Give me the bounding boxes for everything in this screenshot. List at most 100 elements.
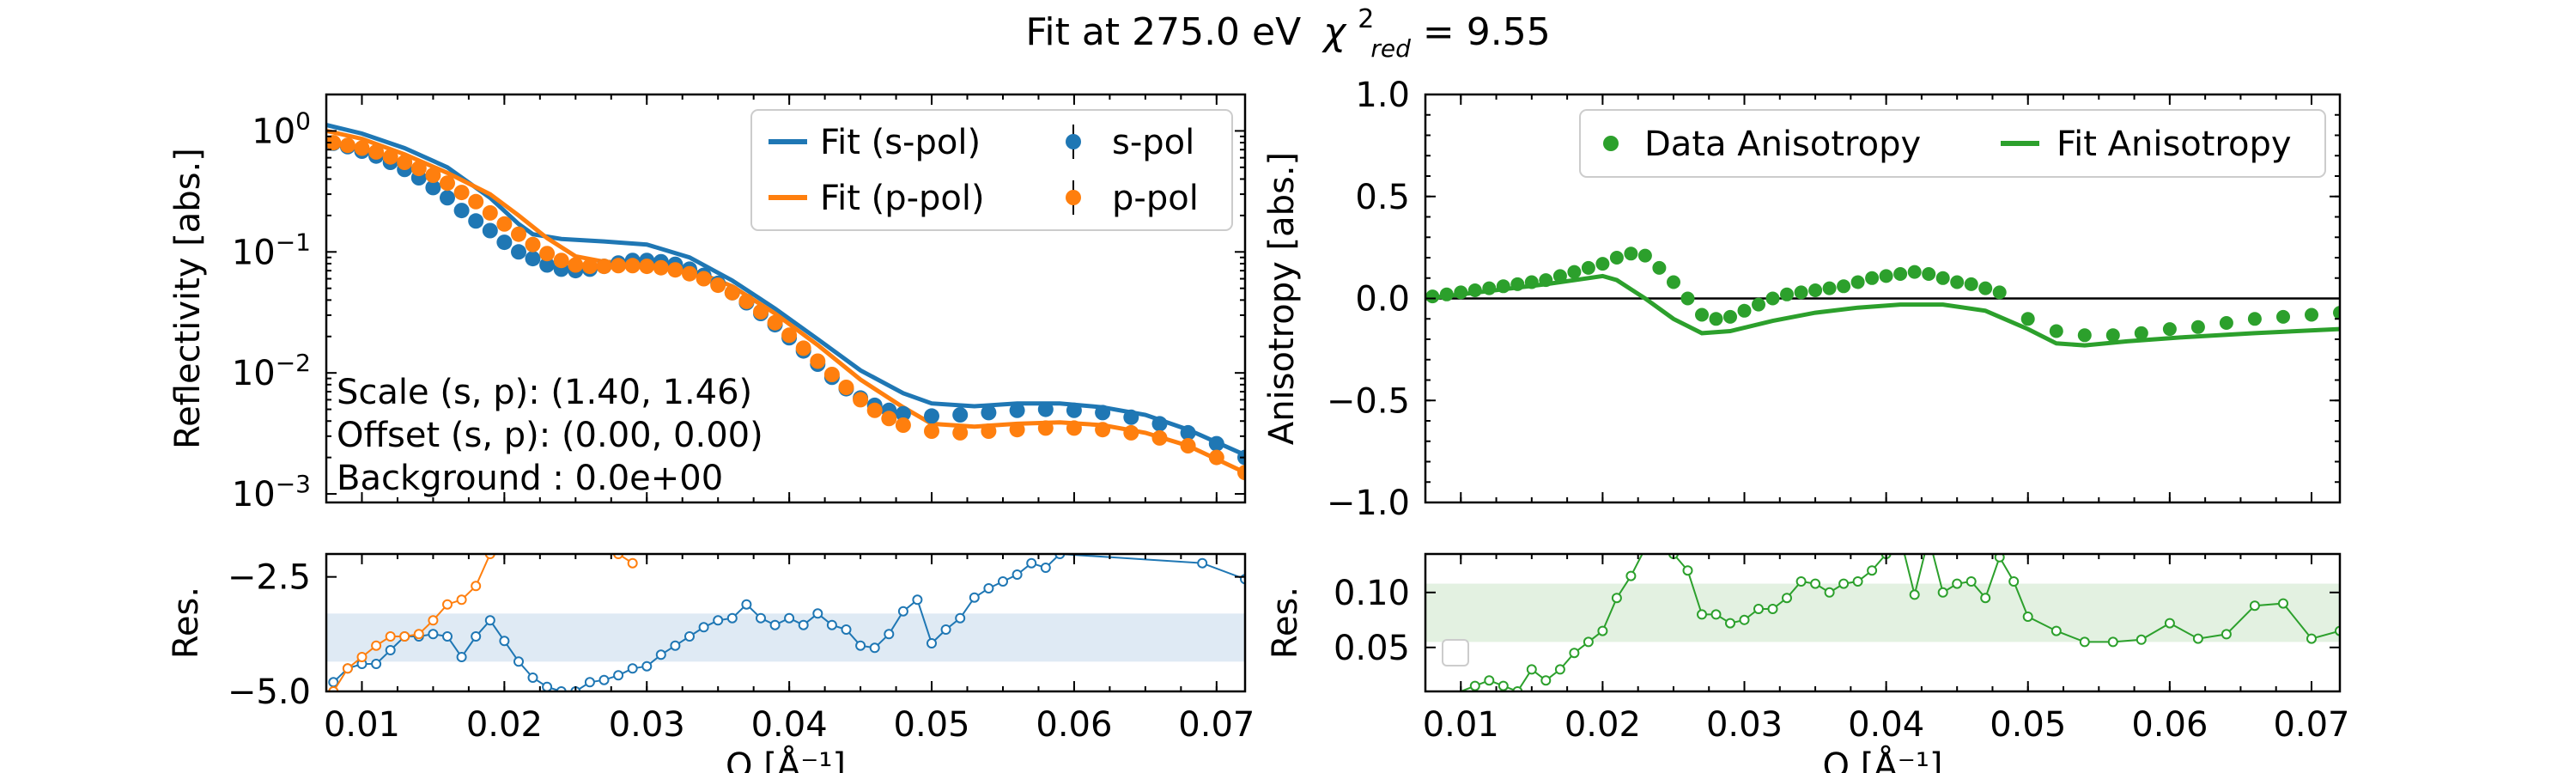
data-point	[1924, 533, 1933, 542]
data-point	[838, 380, 854, 395]
data-point	[1037, 401, 1054, 417]
data-point	[1652, 260, 1667, 275]
data-point	[382, 149, 398, 165]
data-point	[1922, 267, 1936, 281]
data-point	[769, 619, 781, 630]
data-point	[2306, 633, 2317, 644]
y-tick-label: −1.0	[1327, 484, 1410, 523]
data-point	[598, 674, 610, 685]
data-point	[1609, 251, 1624, 265]
data-point	[1469, 680, 1480, 691]
x-tick-label: 0.01	[324, 705, 400, 745]
data-point	[368, 143, 385, 160]
figure-title-text: Fit at 275.0 eV	[1025, 10, 1301, 54]
data-point	[1037, 420, 1054, 436]
data-point	[670, 640, 681, 651]
plot-frame	[325, 552, 1247, 693]
chi-value: = 9.55	[1423, 10, 1551, 54]
data-point	[810, 353, 826, 369]
data-point	[624, 258, 641, 274]
data-point	[613, 670, 624, 681]
data-point	[2049, 324, 2063, 338]
data-point	[1095, 405, 1111, 421]
data-point	[781, 327, 798, 344]
data-point	[581, 259, 598, 275]
data-point	[2136, 634, 2147, 645]
y-axis-label: Reflectivity [abs.]	[168, 148, 208, 449]
data-point	[2192, 633, 2203, 644]
data-point	[527, 673, 538, 683]
residual-left-panel: −2.5 −5.0 0.01 0.02 0.03 0.04 0.05 0.06 0.07 Res.…	[167, 552, 1255, 773]
data-point	[881, 411, 897, 427]
data-point	[471, 631, 482, 642]
data-point	[1893, 267, 1908, 281]
anisotropy-panel: 1.0 0.5 0.0 −0.5 −1.0 Anisotropy [abs.] Data A…	[1262, 76, 2342, 523]
y-tick-label: −0.5	[1327, 381, 1410, 421]
data-point	[425, 180, 441, 196]
chi-subscript: red	[1370, 34, 1411, 63]
data-point	[2247, 312, 2262, 326]
data-point	[1852, 576, 1863, 587]
data-point	[468, 193, 484, 210]
data-point	[484, 615, 495, 626]
data-point	[1208, 435, 1224, 452]
empty-legend-box	[1442, 639, 1469, 666]
data-point	[1710, 609, 1722, 620]
data-point	[1197, 557, 1208, 569]
data-point	[1066, 420, 1082, 436]
data-point	[1667, 275, 1680, 289]
data-point	[812, 608, 823, 619]
annotation-text: Scale (s, p): (1.40, 1.46)	[337, 373, 752, 412]
data-point	[1767, 604, 1778, 614]
data-point	[440, 175, 455, 192]
data-point	[713, 615, 724, 626]
data-point	[1980, 593, 1991, 604]
data-point	[1965, 576, 1977, 587]
data-point	[1540, 675, 1552, 686]
data-point	[1526, 664, 1537, 675]
data-point	[1180, 438, 1196, 453]
data-point	[855, 640, 866, 651]
data-point	[525, 236, 541, 253]
data-point	[468, 213, 484, 229]
data-point	[955, 612, 966, 624]
chi-symbol: χ	[1321, 10, 1347, 54]
data-point	[2219, 316, 2233, 330]
data-point	[784, 612, 795, 624]
data-point	[682, 265, 697, 282]
data-point	[385, 631, 396, 642]
data-point	[1753, 604, 1764, 614]
data-point	[397, 155, 413, 170]
data-point	[513, 656, 524, 667]
data-point	[584, 677, 595, 688]
x-tick-label: 0.05	[1990, 705, 2066, 745]
data-point	[1012, 569, 1023, 580]
data-point	[1780, 287, 1794, 301]
data-point	[710, 277, 726, 294]
data-point	[653, 259, 669, 276]
data-point	[940, 624, 951, 635]
data-point	[1583, 636, 1594, 648]
data-point	[1992, 285, 2007, 300]
data-point	[1838, 578, 1850, 589]
y-tick-label: 0.5	[1355, 178, 1410, 217]
data-point	[655, 649, 666, 660]
data-point	[568, 257, 584, 273]
data-point	[1810, 578, 1821, 589]
data-point	[2162, 322, 2177, 337]
data-point	[627, 663, 638, 674]
data-point	[1978, 281, 1993, 295]
data-point	[738, 293, 755, 309]
data-point	[596, 259, 612, 275]
data-point	[428, 615, 439, 626]
data-point	[767, 314, 783, 331]
data-point	[440, 190, 455, 206]
data-point	[425, 167, 441, 183]
data-point	[1026, 557, 1037, 569]
data-point	[895, 405, 911, 422]
data-point	[371, 659, 382, 669]
data-point	[1624, 247, 1638, 261]
data-point	[1524, 275, 1539, 289]
data-point	[969, 592, 980, 603]
data-point	[1611, 593, 1622, 604]
